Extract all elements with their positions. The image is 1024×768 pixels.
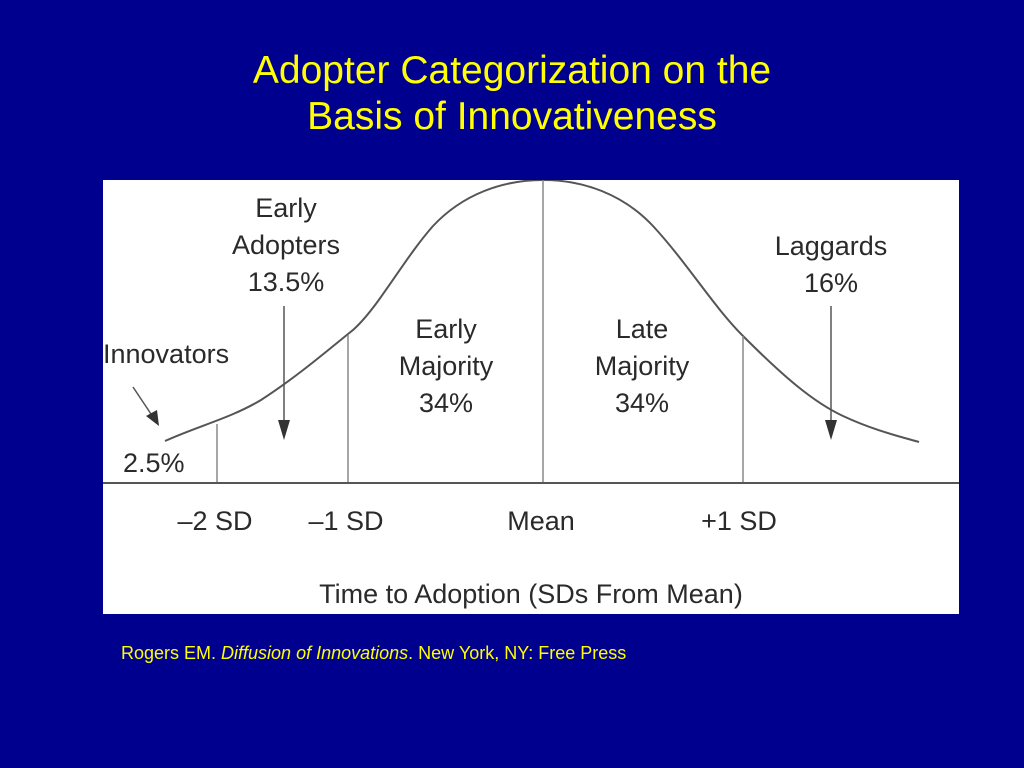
- citation-publisher: . New York, NY: Free Press: [408, 643, 627, 663]
- axis-tick-plus-1sd: +1 SD: [701, 506, 777, 536]
- title-line-1: Adopter Categorization on the: [252, 49, 772, 92]
- label-early-majority: Early Majority 34%: [398, 314, 494, 418]
- citation: Rogers EM. Diffusion of Innovations. New…: [121, 643, 626, 664]
- axis-tick-minus-1sd: –1 SD: [308, 506, 384, 536]
- label-late-majority: Late Majority 34%: [594, 314, 690, 418]
- axis-title: Time to Adoption (SDs From Mean): [319, 579, 743, 609]
- axis-tick-mean: Mean: [507, 506, 575, 536]
- slide-title: Adopter Categorization on the Basis of I…: [0, 48, 1024, 140]
- bell-curve-diagram: [103, 180, 959, 484]
- citation-work: Diffusion of Innovations: [221, 643, 409, 663]
- diagram-panel: Early Adopters 13.5% Innovators 2.5% Ear…: [103, 180, 959, 614]
- innovators-arrow: [132, 386, 159, 426]
- early-adopters-arrow: [278, 306, 290, 440]
- axis-tick-minus-2sd: –2 SD: [177, 506, 253, 536]
- citation-author: Rogers EM.: [121, 643, 222, 663]
- label-innovators: Innovators: [103, 339, 230, 369]
- laggards-arrow: [825, 306, 837, 440]
- label-early-adopters: Early Adopters 13.5%: [231, 193, 341, 297]
- label-laggards: Laggards 16%: [774, 231, 888, 298]
- label-innovators-pct: 2.5%: [123, 448, 185, 478]
- title-line-2: Basis of Innovativeness: [307, 95, 717, 138]
